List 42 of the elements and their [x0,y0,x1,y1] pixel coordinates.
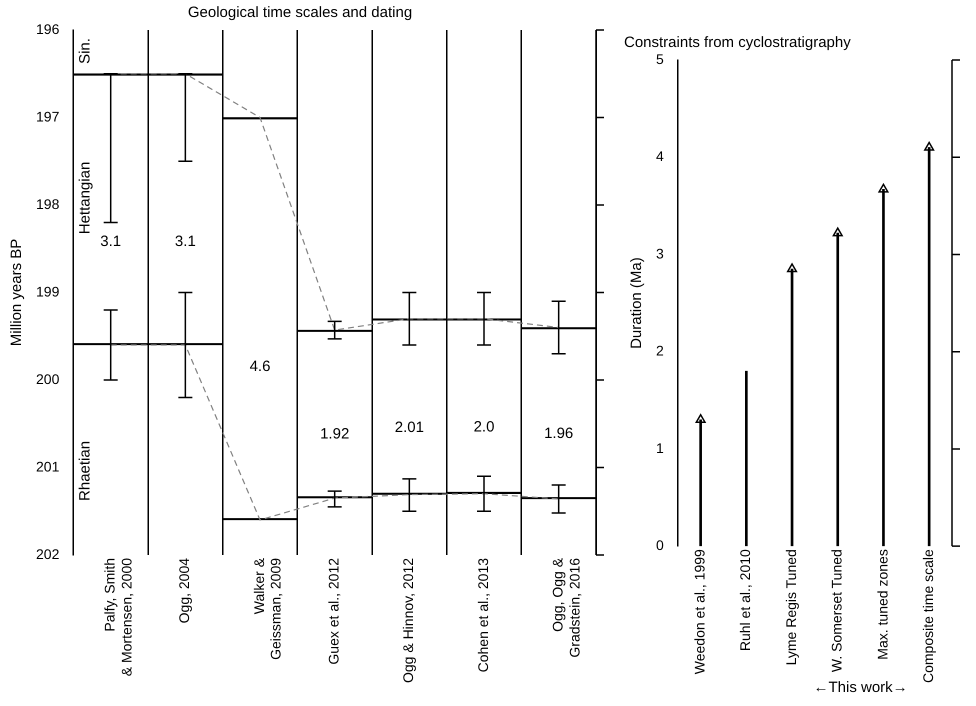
x-tick-label: Cohen et al., 2013 [474,558,491,672]
y-axis-title: Duration (Ma) [628,257,646,349]
annotation: Sin. [76,38,94,64]
x-tick-label: Ogg & Hinnov, 2012 [400,558,416,684]
x-tick-label: Ogg, Ogg & Gradstein, 2016 [550,557,582,658]
y-tick-label: 3 [656,245,664,262]
data-label: 1.96 [544,424,574,442]
x-tick-label: Ogg, 2004 [176,558,192,624]
chart-title: Geological time scales and dating [188,4,412,22]
y-tick-label: 197 [36,108,60,124]
x-tick-label: Composite time scale [920,548,936,683]
data-label: 2.01 [394,418,424,436]
data-label: 4.6 [250,358,270,376]
y-tick-label: 198 [36,196,60,212]
annotation: Rhaetian [76,440,94,501]
y-tick-label: 2 [656,342,664,359]
text: ←This work→ [814,679,908,696]
chart-title: Constraints from cyclostratigraphy [624,34,852,52]
y-tick-label: 0 [656,537,664,554]
x-tick-label: Walker & Geissman, 2009 [250,557,284,660]
y-tick-label: 201 [36,458,60,474]
y-tick-label: 199 [36,283,60,300]
y-tick-label: 200 [36,370,60,387]
data-label: 3.1 [100,233,122,250]
y-tick-label: 4 [656,148,664,164]
x-tick-label: W. Somerset Tuned [828,549,845,672]
x-tick-label: Lyme Regis Tuned [782,549,799,666]
y-tick-label: 5 [656,50,664,67]
x-tick-label: Weedon et al., 1999 [691,548,708,674]
bar [745,370,748,546]
x-tick-label: Max. tuned zones [874,549,890,660]
x-tick-label: Palfy, Smith & Mortensen, 2000 [102,558,134,676]
y-tick-label: 202 [36,546,60,562]
y-axis-title: Million years BP [8,238,26,346]
x-tick-label: Ruhl et al., 2010 [737,548,754,652]
annotation: Hettangian [76,162,94,234]
y-tick-label: 1 [656,440,664,456]
y-tick-label: 196 [36,20,60,37]
x-tick-label: Guex et al., 2012 [326,558,342,665]
data-label: 1.92 [320,425,350,442]
data-label: 3.1 [174,233,196,250]
data-label: 2.0 [474,418,494,436]
